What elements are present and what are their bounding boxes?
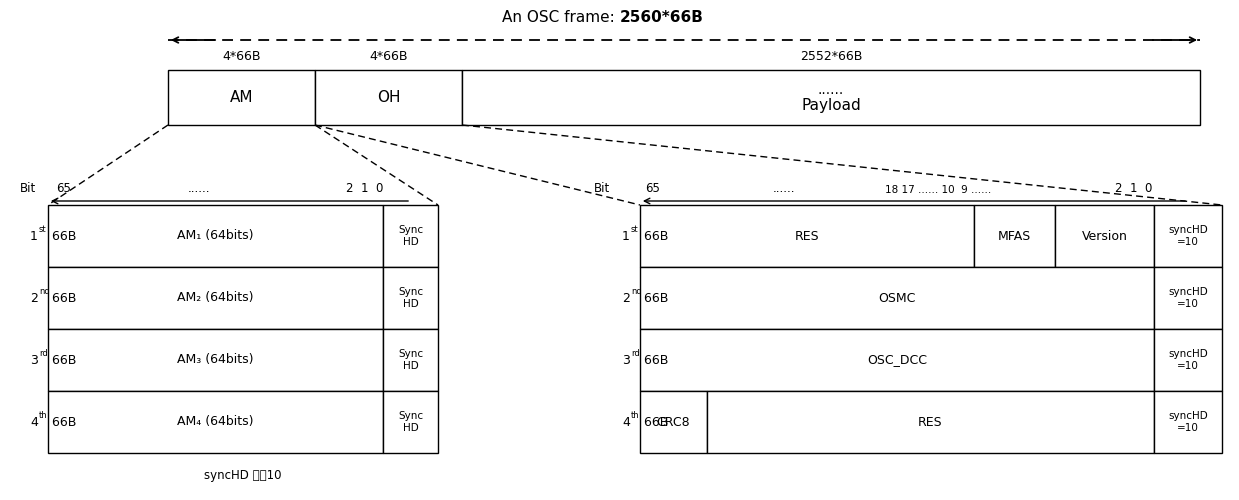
Bar (462, 70, 1201, 125)
Text: syncHD
=10: syncHD =10 (1168, 225, 1208, 247)
Text: syncHD
=10: syncHD =10 (1168, 287, 1208, 309)
Bar (1154, 205, 1222, 267)
Text: 66B: 66B (48, 354, 77, 366)
Text: AM₁ (64bits): AM₁ (64bits) (177, 230, 254, 242)
Bar (383, 391, 439, 453)
Text: 66B: 66B (641, 354, 668, 366)
Text: rd: rd (38, 350, 48, 358)
Text: st: st (38, 226, 47, 234)
Bar (641, 391, 706, 453)
Text: OSMC: OSMC (878, 292, 916, 304)
Bar (383, 205, 439, 267)
Bar (383, 329, 439, 391)
Text: nd: nd (631, 288, 642, 296)
Text: 2560*66B: 2560*66B (620, 10, 704, 26)
Text: AM₃ (64bits): AM₃ (64bits) (177, 354, 254, 366)
Text: MFAS: MFAS (999, 230, 1031, 242)
Bar (1054, 205, 1154, 267)
Text: RES: RES (918, 416, 943, 428)
Text: 1: 1 (30, 230, 38, 242)
Bar (48, 267, 383, 329)
Text: RES: RES (795, 230, 819, 242)
Text: 66B: 66B (641, 230, 668, 242)
Text: 66B: 66B (641, 416, 668, 428)
Text: OH: OH (377, 90, 400, 105)
Bar (315, 70, 462, 125)
Text: 18 17 ...... 10  9 ......: 18 17 ...... 10 9 ...... (885, 185, 991, 195)
Text: AM₂ (64bits): AM₂ (64bits) (177, 292, 254, 304)
Text: syncHD
=10: syncHD =10 (1168, 349, 1208, 371)
Text: th: th (38, 412, 47, 420)
Text: Sync
HD: Sync HD (398, 287, 422, 309)
Text: CRC8: CRC8 (657, 416, 690, 428)
Bar (48, 329, 383, 391)
Text: 66B: 66B (48, 230, 77, 242)
Text: AM₄ (64bits): AM₄ (64bits) (177, 416, 254, 428)
Bar (974, 205, 1054, 267)
Bar (169, 70, 315, 125)
Bar (48, 391, 383, 453)
Text: Version: Version (1082, 230, 1127, 242)
Text: Bit: Bit (593, 182, 610, 195)
Text: Payload: Payload (802, 98, 861, 113)
Text: 2552*66B: 2552*66B (800, 50, 862, 62)
Text: 66B: 66B (48, 416, 77, 428)
Text: 2: 2 (622, 292, 629, 304)
Bar (706, 391, 1154, 453)
Text: st: st (631, 226, 638, 234)
Bar (1154, 267, 1222, 329)
Text: AM: AM (229, 90, 253, 105)
Bar (641, 267, 1154, 329)
Text: 4: 4 (622, 416, 629, 428)
Text: Sync
HD: Sync HD (398, 225, 422, 247)
Text: 65: 65 (56, 182, 71, 195)
Text: Bit: Bit (20, 182, 36, 195)
Text: Sync
HD: Sync HD (398, 349, 422, 371)
Text: 3: 3 (622, 354, 629, 366)
Text: 4: 4 (30, 416, 38, 428)
Text: 4*66B: 4*66B (369, 50, 408, 62)
Text: 65: 65 (646, 182, 660, 195)
Text: 66B: 66B (641, 292, 668, 304)
Text: syncHD 均为10: syncHD 均为10 (204, 468, 281, 481)
Bar (1154, 329, 1222, 391)
Text: 1: 1 (622, 230, 629, 242)
Text: ......: ...... (773, 182, 795, 195)
Text: nd: nd (38, 288, 50, 296)
Text: An OSC frame:: An OSC frame: (502, 10, 620, 26)
Text: rd: rd (631, 350, 639, 358)
Bar (48, 205, 383, 267)
Text: 3: 3 (30, 354, 38, 366)
Bar (383, 267, 439, 329)
Text: 66B: 66B (48, 292, 77, 304)
Text: 4*66B: 4*66B (222, 50, 260, 62)
Text: th: th (631, 412, 639, 420)
Text: syncHD
=10: syncHD =10 (1168, 411, 1208, 433)
Bar (641, 329, 1154, 391)
Text: 2: 2 (30, 292, 38, 304)
Text: OSC_DCC: OSC_DCC (867, 354, 927, 366)
Text: 2  1  0: 2 1 0 (347, 182, 384, 195)
Text: Sync
HD: Sync HD (398, 411, 422, 433)
Bar (641, 205, 974, 267)
Bar (1154, 391, 1222, 453)
Text: 2  1  0: 2 1 0 (1115, 182, 1152, 195)
Text: ......: ...... (818, 82, 844, 96)
Text: ......: ...... (187, 182, 209, 195)
